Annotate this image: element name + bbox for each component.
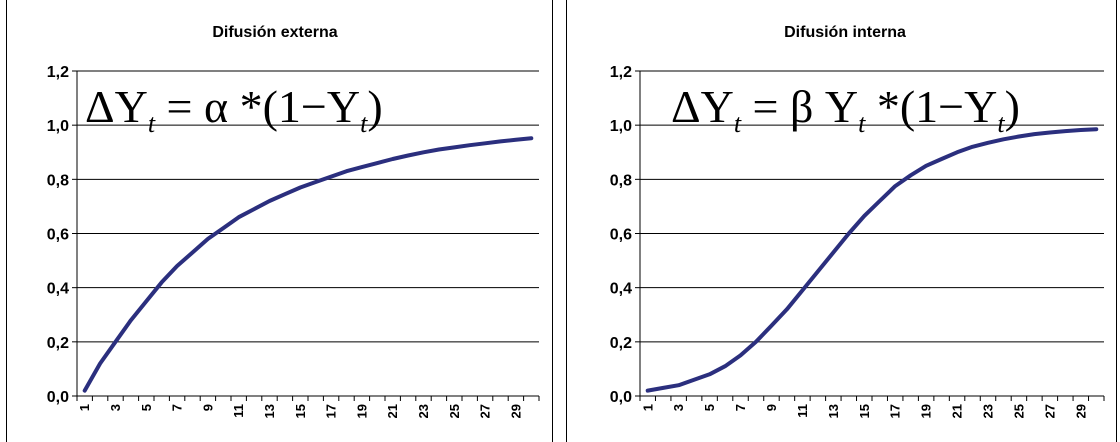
x-tick-label: 11 [795, 404, 810, 418]
y-tick-labels: 0,0 0,2 0,4 0,6 0,8 1,0 1,2 [47, 64, 69, 406]
x-tick-label: 5 [139, 404, 154, 411]
x-tick-label: 19 [919, 404, 934, 418]
x-tick-label: 27 [478, 404, 493, 418]
y-tick-label: 0,8 [47, 172, 69, 189]
x-tick-label: 15 [293, 404, 308, 418]
x-tick-label: 7 [733, 404, 748, 411]
x-tick-label: 3 [671, 404, 686, 411]
x-tick-label: 21 [950, 404, 965, 418]
y-tick-label: 1,2 [47, 64, 69, 81]
x-tick-label: 25 [447, 404, 462, 418]
x-tick-label: 11 [231, 404, 246, 418]
x-tick-label: 23 [981, 404, 996, 418]
chart-title: Difusión interna [784, 24, 906, 41]
chart-panel-difusion-interna: Difusión interna 0,0 0,2 0,4 0,6 0,8 1,0 1,2 1… [566, 0, 1117, 442]
x-tick-label: 9 [764, 404, 779, 411]
chart-panel-difusion-externa: Difusión externa 0,0 0,2 0,4 0,6 0,8 1,0 1,2 1… [6, 0, 553, 442]
series-line [82, 136, 534, 393]
series-group [645, 127, 1099, 393]
y-tick-label: 0,2 [47, 335, 69, 352]
y-tick-label: 0,4 [610, 281, 632, 298]
x-tick-label: 27 [1042, 404, 1057, 418]
x-tick-label: 7 [170, 404, 185, 411]
y-tick-label: 0,4 [47, 281, 69, 298]
y-tick-label: 0,6 [610, 227, 632, 244]
y-tick-label: 0,6 [47, 227, 69, 244]
axes [639, 71, 1105, 401]
x-tick-label: 13 [826, 404, 841, 418]
x-tick-label: 1 [77, 404, 92, 411]
x-tick-label: 21 [385, 404, 400, 418]
y-tick-label: 1,2 [610, 64, 632, 81]
y-tick-label: 0,0 [610, 389, 632, 406]
formula-annotation: ΔYt = β Yt *(1−Yt) [671, 81, 1020, 138]
series-group [82, 136, 534, 393]
y-tick-label: 0,8 [610, 172, 632, 189]
series-line [645, 127, 1099, 393]
x-tick-label: 3 [108, 404, 123, 411]
x-tick-label: 19 [354, 404, 369, 418]
y-tick-label: 1,0 [610, 118, 632, 135]
x-tick-label: 29 [508, 404, 523, 418]
x-tick-label: 29 [1073, 404, 1088, 418]
y-tick-labels: 0,0 0,2 0,4 0,6 0,8 1,0 1,2 [610, 64, 632, 406]
x-tick-labels: 1 3 5 7 9 11 13 15 17 19 21 23 25 27 29 [640, 404, 1088, 418]
x-tick-label: 13 [262, 404, 277, 418]
x-tick-label: 1 [640, 404, 655, 411]
x-tick-label: 17 [888, 404, 903, 418]
axes [76, 71, 540, 401]
chart-svg: Difusión externa 0,0 0,2 0,4 0,6 0,8 1,0 1,2 1… [47, 24, 540, 418]
x-tick-label: 15 [857, 404, 872, 418]
chart-title: Difusión externa [212, 24, 337, 41]
formula-annotation: ΔYt = α *(1−Yt) [85, 81, 383, 138]
x-tick-label: 5 [702, 404, 717, 411]
x-tick-label: 23 [416, 404, 431, 418]
y-tick-label: 0,2 [610, 335, 632, 352]
x-tick-label: 9 [200, 404, 215, 411]
gridlines [72, 70, 539, 397]
x-tick-label: 25 [1011, 404, 1026, 418]
x-tick-labels: 1 3 5 7 9 11 13 15 17 19 21 23 25 27 29 [77, 404, 523, 418]
chart-svg: Difusión interna 0,0 0,2 0,4 0,6 0,8 1,0 1,2 1… [610, 24, 1105, 418]
y-tick-label: 0,0 [47, 389, 69, 406]
y-tick-label: 1,0 [47, 118, 69, 135]
x-tick-label: 17 [324, 404, 339, 418]
